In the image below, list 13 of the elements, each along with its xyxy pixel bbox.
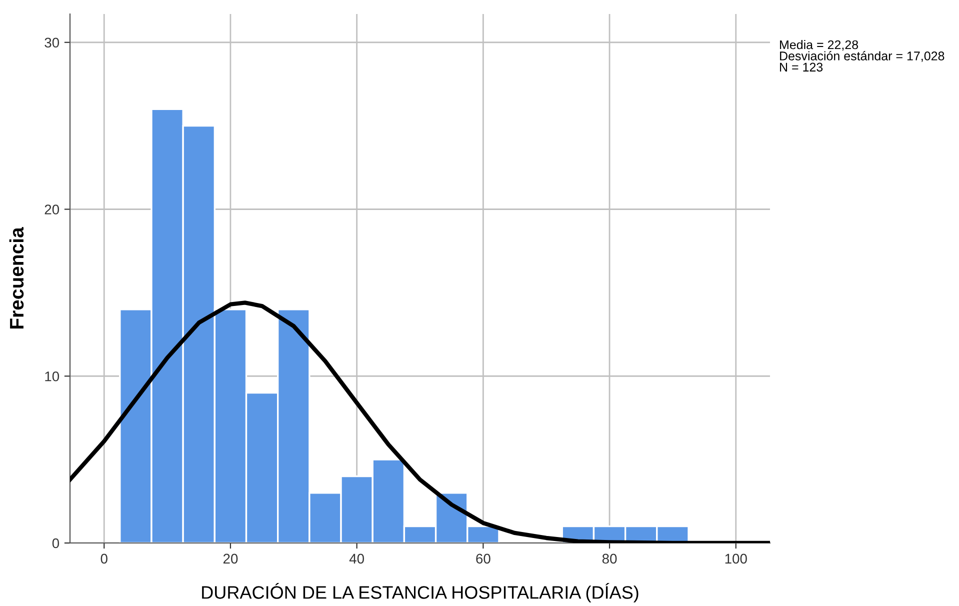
x-tick-label: 60 — [476, 554, 490, 564]
x-tick-label: 0 — [100, 554, 108, 564]
y-tick-label: 20 — [44, 204, 60, 214]
y-tick-label: 0 — [52, 538, 60, 548]
x-tick-label: 40 — [349, 554, 364, 564]
x-tick-label: 80 — [602, 554, 617, 564]
y-axis-title: Frecuencia — [9, 227, 24, 329]
y-tick-label: 30 — [44, 38, 60, 48]
y-tick-label: 10 — [45, 371, 60, 382]
x-tick-label: 100 — [725, 554, 747, 564]
x-tick-label: 20 — [223, 554, 238, 564]
text: Media = 22,28 Desviación estándar = 17,028 N = 123 — [780, 40, 944, 72]
x-axis-title: DURACIÓN DE LA ESTANCIA HOSPITALARIA (DÍAS) — [202, 583, 638, 602]
